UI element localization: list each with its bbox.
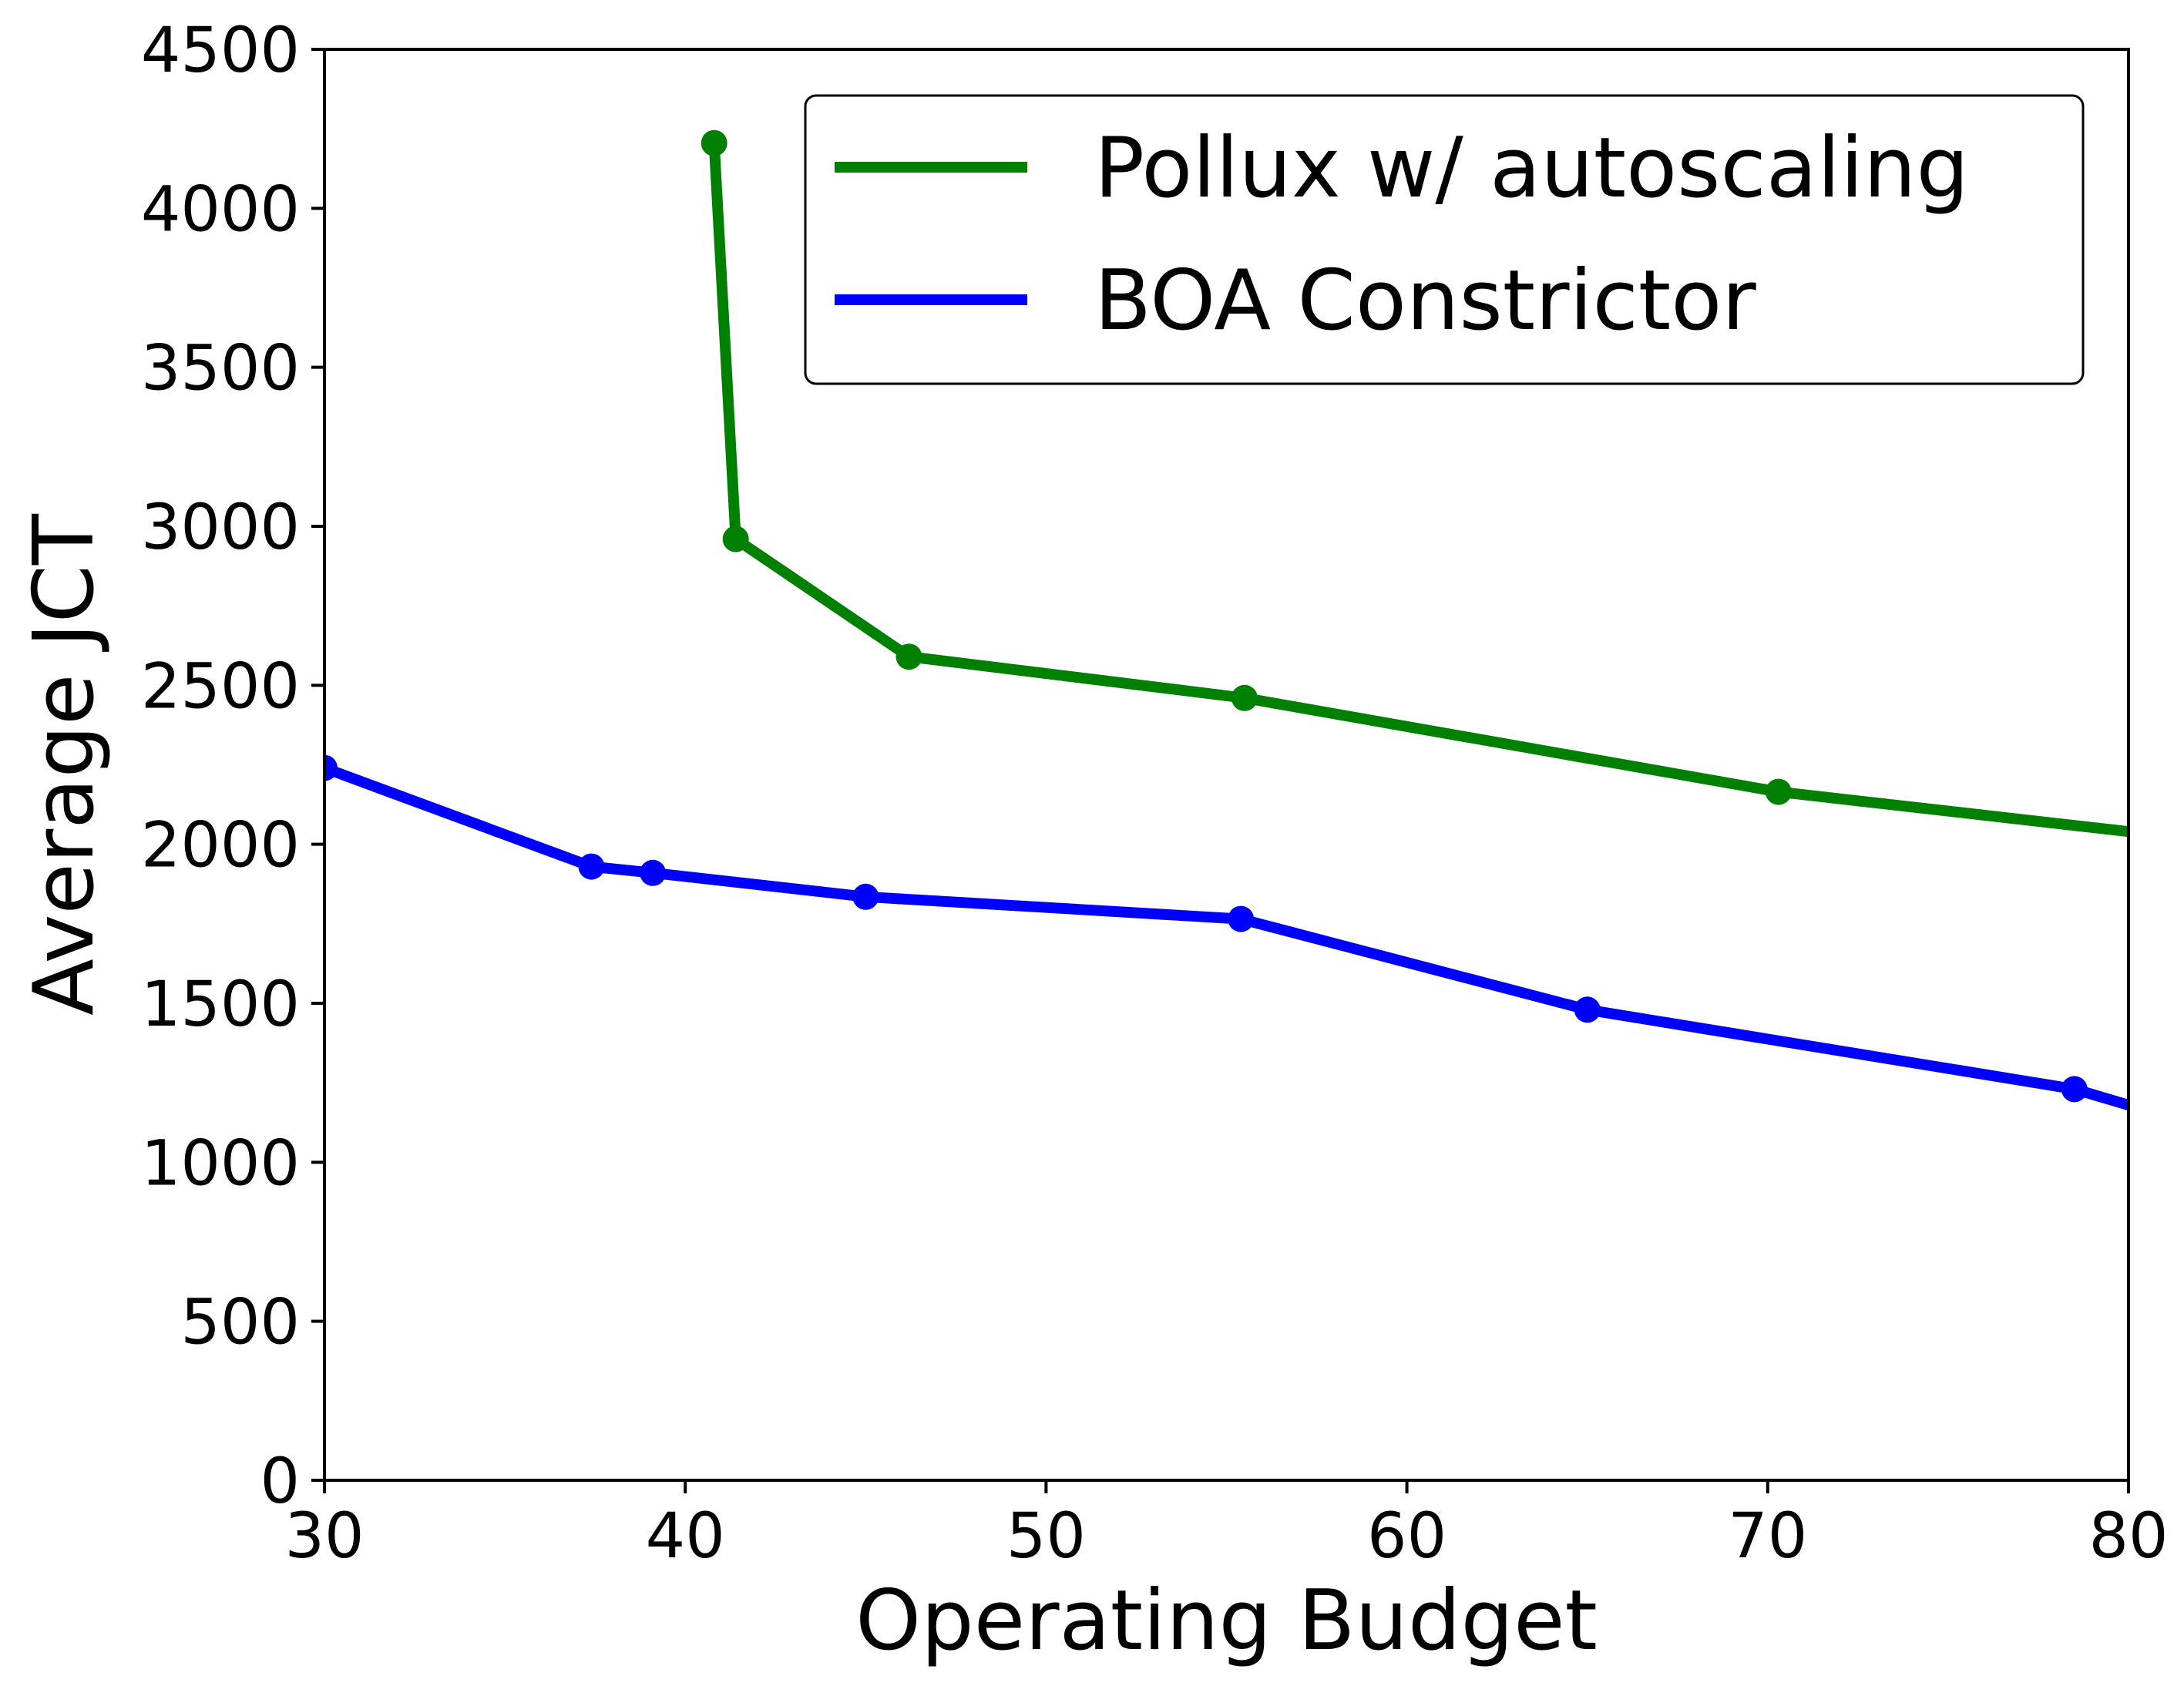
x-tick-label: 70 bbox=[1728, 1500, 1807, 1573]
x-tick-label: 50 bbox=[1006, 1500, 1086, 1573]
series-line-1 bbox=[324, 763, 2129, 1110]
x-tick-label: 30 bbox=[284, 1500, 364, 1573]
series-0 bbox=[701, 129, 2129, 838]
y-tick-label: 4000 bbox=[141, 173, 300, 246]
data-point bbox=[1228, 905, 1255, 932]
data-point bbox=[895, 643, 922, 670]
legend: Pollux w/ autoscaling BOA Constrictor bbox=[804, 94, 2085, 385]
data-point bbox=[1574, 996, 1601, 1023]
axes-layer: 30 40 50 60 70 80 0 500 1000 1500 2000 2500 3000 3500… bbox=[16, 15, 2169, 1669]
y-tick-label: 1000 bbox=[141, 1127, 300, 1200]
y-tick-label: 0 bbox=[260, 1446, 300, 1518]
series-line-0 bbox=[708, 143, 2129, 838]
y-tick-label: 500 bbox=[180, 1287, 300, 1359]
series-layer bbox=[324, 129, 2129, 1110]
x-tick-label: 60 bbox=[1367, 1500, 1446, 1573]
data-point bbox=[2061, 1076, 2088, 1103]
plot-frame bbox=[323, 48, 2130, 1482]
y-tick-label: 3000 bbox=[141, 492, 300, 564]
y-axis-title: Average JCT bbox=[16, 513, 113, 1016]
data-point bbox=[640, 859, 667, 886]
legend-label-0: Pollux w/ autoscaling bbox=[1094, 120, 1969, 217]
y-tick-label: 4500 bbox=[141, 15, 300, 87]
legend-label-1: BOA Constrictor bbox=[1094, 253, 1756, 349]
y-tick-label: 2000 bbox=[141, 810, 300, 882]
y-tick-label: 3500 bbox=[141, 333, 300, 405]
series-1 bbox=[324, 754, 2129, 1110]
data-point bbox=[324, 754, 338, 781]
x-axis-title: Operating Budget bbox=[855, 1573, 1598, 1669]
x-tick-label: 40 bbox=[646, 1500, 725, 1573]
data-point bbox=[722, 526, 749, 552]
legend-box bbox=[804, 94, 2085, 385]
data-point bbox=[1765, 778, 1792, 805]
x-tick-label: 80 bbox=[2088, 1500, 2168, 1573]
data-point bbox=[701, 129, 727, 156]
y-tick-label: 2500 bbox=[141, 650, 300, 723]
y-tick-label: 1500 bbox=[141, 969, 300, 1041]
data-point bbox=[578, 853, 605, 880]
data-point bbox=[1231, 684, 1258, 711]
data-point bbox=[852, 883, 879, 910]
